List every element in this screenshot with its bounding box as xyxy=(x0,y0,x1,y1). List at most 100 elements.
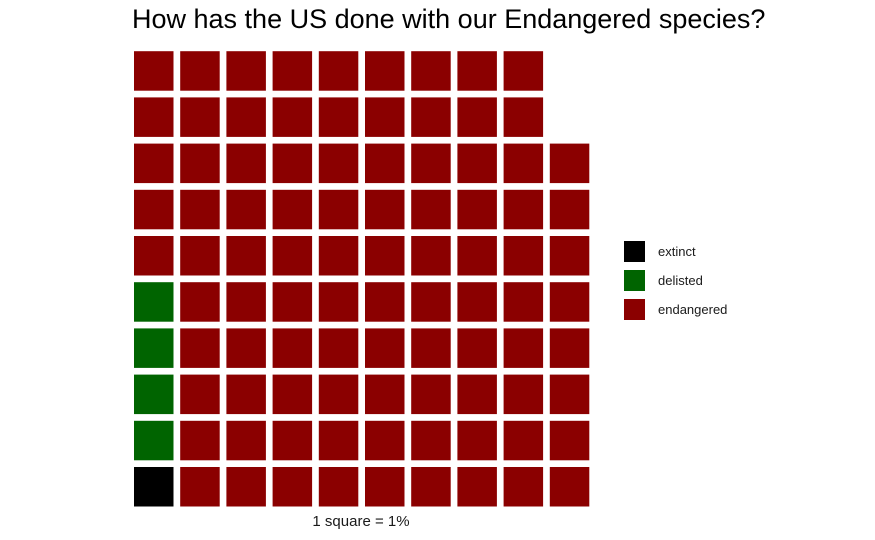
waffle-square-endangered xyxy=(272,143,313,184)
waffle-square-endangered xyxy=(411,51,451,91)
waffle-square-endangered xyxy=(365,282,405,322)
waffle-square-endangered xyxy=(457,420,497,461)
waffle-square-endangered xyxy=(272,51,313,91)
waffle-square-endangered xyxy=(503,420,544,461)
waffle-square-endangered xyxy=(457,236,497,276)
legend-label-extinct: extinct xyxy=(658,244,696,259)
legend-label-endangered: endangered xyxy=(658,302,728,317)
waffle-square-endangered xyxy=(503,97,544,137)
waffle-square-endangered xyxy=(411,374,451,415)
waffle-square-endangered xyxy=(226,374,266,415)
waffle-square-delisted xyxy=(134,328,174,368)
waffle-square-endangered xyxy=(226,328,266,368)
legend-swatch-endangered xyxy=(624,299,645,320)
waffle-square-delisted xyxy=(134,420,174,461)
waffle-square-endangered xyxy=(272,189,313,230)
legend-swatch-delisted xyxy=(624,270,645,291)
waffle-square-endangered xyxy=(503,374,544,415)
waffle-square-endangered xyxy=(134,97,174,137)
waffle-square-endangered xyxy=(272,282,313,322)
waffle-square-endangered xyxy=(272,374,313,415)
chart-title: How has the US done with our Endangered … xyxy=(132,4,766,34)
waffle-square-endangered xyxy=(411,236,451,276)
waffle-square-endangered xyxy=(134,51,174,91)
waffle-square-endangered xyxy=(226,467,266,507)
waffle-square-endangered xyxy=(549,189,590,230)
legend-item-delisted: delisted xyxy=(624,266,727,295)
waffle-square-endangered xyxy=(180,143,220,184)
waffle-square-endangered xyxy=(318,51,359,91)
waffle-square-endangered xyxy=(503,143,544,184)
waffle-square-endangered xyxy=(503,467,544,507)
waffle-square-endangered xyxy=(457,467,497,507)
waffle-square-endangered xyxy=(226,143,266,184)
waffle-square-endangered xyxy=(549,420,590,461)
waffle-square-endangered xyxy=(411,420,451,461)
waffle-square-endangered xyxy=(272,328,313,368)
waffle-square-endangered xyxy=(411,189,451,230)
waffle-square-endangered xyxy=(318,374,359,415)
waffle-square-endangered xyxy=(180,282,220,322)
waffle-square-endangered xyxy=(503,51,544,91)
waffle-square-endangered xyxy=(365,189,405,230)
legend-swatch-extinct xyxy=(624,241,645,262)
waffle-square-endangered xyxy=(318,143,359,184)
waffle-square-endangered xyxy=(134,143,174,184)
waffle-square-endangered xyxy=(318,420,359,461)
waffle-square-endangered xyxy=(365,328,405,368)
waffle-square-endangered xyxy=(272,467,313,507)
waffle-square-endangered xyxy=(272,420,313,461)
waffle-square-endangered xyxy=(365,236,405,276)
waffle-square-endangered xyxy=(180,467,220,507)
waffle-square-endangered xyxy=(457,282,497,322)
waffle-square-delisted xyxy=(134,374,174,415)
waffle-square-endangered xyxy=(365,420,405,461)
waffle-square-endangered xyxy=(549,374,590,415)
waffle-square-endangered xyxy=(457,97,497,137)
waffle-square-endangered xyxy=(318,189,359,230)
waffle-square-extinct xyxy=(134,467,174,507)
waffle-square-endangered xyxy=(411,97,451,137)
waffle-square-endangered xyxy=(180,420,220,461)
waffle-square-endangered xyxy=(180,328,220,368)
waffle-square-endangered xyxy=(549,143,590,184)
waffle-square-endangered xyxy=(226,236,266,276)
waffle-square-endangered xyxy=(365,51,405,91)
waffle-square-endangered xyxy=(318,236,359,276)
waffle-square-endangered xyxy=(549,328,590,368)
waffle-square-endangered xyxy=(318,97,359,137)
waffle-square-endangered xyxy=(549,467,590,507)
waffle-square-endangered xyxy=(272,236,313,276)
waffle-square-endangered xyxy=(365,374,405,415)
waffle-square-endangered xyxy=(180,189,220,230)
waffle-square-endangered xyxy=(365,467,405,507)
waffle-square-endangered xyxy=(503,236,544,276)
waffle-square-endangered xyxy=(226,189,266,230)
waffle-square-endangered xyxy=(318,467,359,507)
waffle-square-endangered xyxy=(180,51,220,91)
waffle-square-endangered xyxy=(457,189,497,230)
waffle-square-endangered xyxy=(503,189,544,230)
waffle-square-endangered xyxy=(411,467,451,507)
legend-item-endangered: endangered xyxy=(624,295,727,324)
waffle-square-endangered xyxy=(411,328,451,368)
waffle-square-endangered xyxy=(365,143,405,184)
legend-label-delisted: delisted xyxy=(658,273,703,288)
waffle-square-endangered xyxy=(457,328,497,368)
waffle-square-endangered xyxy=(226,282,266,322)
waffle-square-endangered xyxy=(411,143,451,184)
waffle-square-endangered xyxy=(318,328,359,368)
waffle-square-endangered xyxy=(503,282,544,322)
waffle-square-endangered xyxy=(180,97,220,137)
legend: extinct delisted endangered xyxy=(624,237,727,324)
waffle-square-endangered xyxy=(318,282,359,322)
waffle-square-endangered xyxy=(226,420,266,461)
waffle-square-endangered xyxy=(226,51,266,91)
waffle-square-endangered xyxy=(134,189,174,230)
waffle-square-endangered xyxy=(549,282,590,322)
legend-item-extinct: extinct xyxy=(624,237,727,266)
waffle-square-endangered xyxy=(457,143,497,184)
waffle-square-endangered xyxy=(180,236,220,276)
waffle-square-endangered xyxy=(365,97,405,137)
